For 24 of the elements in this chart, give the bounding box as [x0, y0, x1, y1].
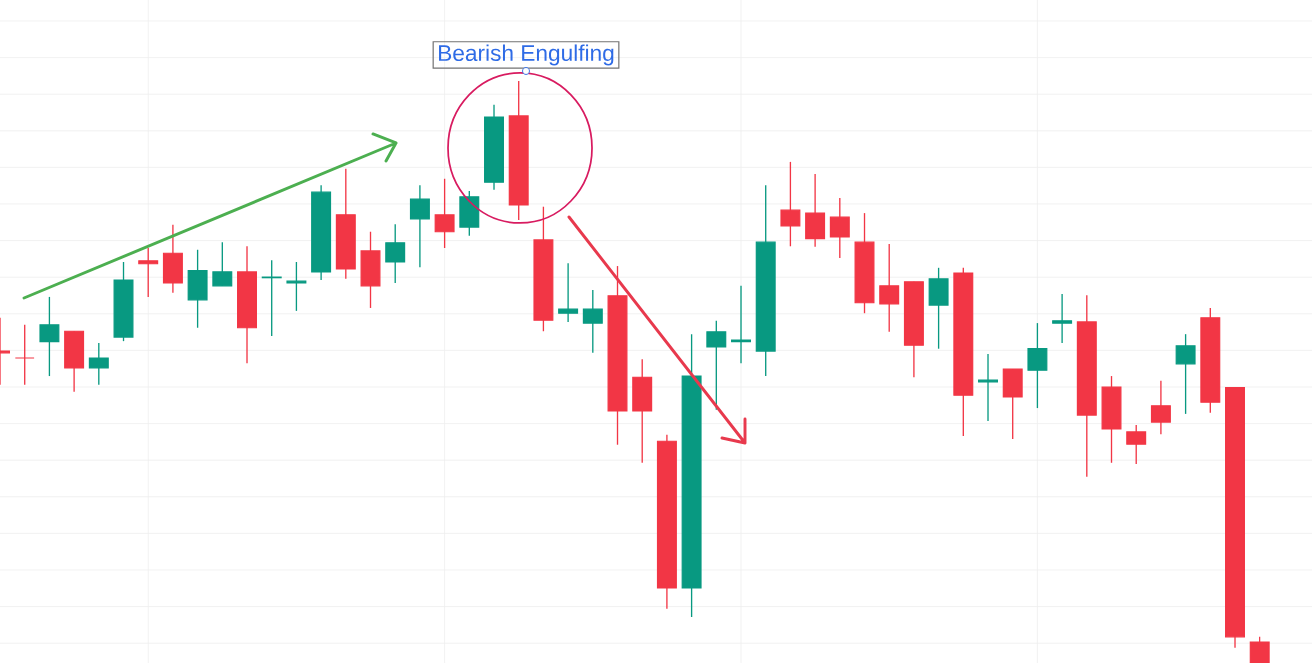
- candlestick: [879, 243, 900, 333]
- candlestick: [138, 247, 159, 298]
- candlestick: [39, 296, 60, 377]
- candlestick: [1150, 380, 1171, 435]
- candlestick: [731, 285, 751, 364]
- candlestick: [582, 289, 603, 354]
- candlestick: [434, 178, 455, 249]
- candlestick: [780, 161, 801, 247]
- candlestick: [261, 259, 282, 337]
- candlestick: [409, 184, 430, 268]
- candlestick: [14, 324, 35, 386]
- candlestick: [88, 342, 109, 386]
- candlestick: [978, 353, 998, 422]
- candlestick: [1052, 293, 1073, 344]
- text: Bearish Engulfing: [439, 44, 614, 66]
- candlestick: [286, 261, 307, 312]
- candlestick: [1175, 333, 1196, 415]
- candlestick: [385, 223, 406, 284]
- candlestick: [1126, 424, 1147, 465]
- candlestick: [829, 197, 850, 259]
- candlestick: [212, 241, 233, 287]
- candlestick: [1027, 322, 1048, 409]
- candlestick: [558, 262, 579, 323]
- candlestick: [706, 320, 727, 411]
